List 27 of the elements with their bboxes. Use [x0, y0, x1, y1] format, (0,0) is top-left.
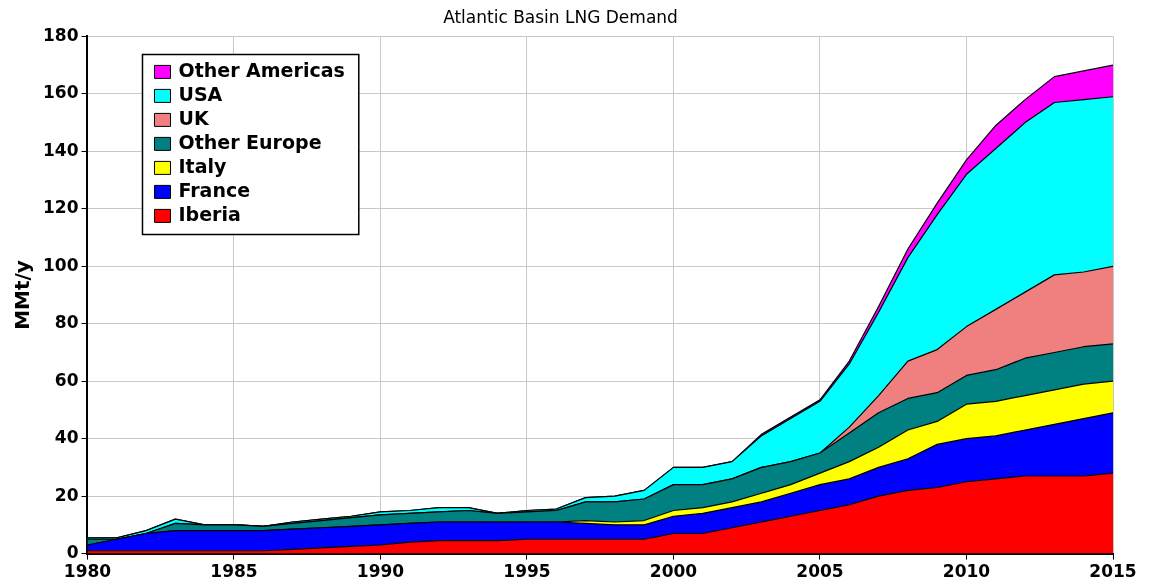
y-tick-label: 0 [66, 542, 79, 563]
y-axis-title: MMt/y [10, 260, 35, 330]
x-tick-label: 1990 [356, 561, 405, 582]
x-tick-label: 2005 [796, 561, 844, 582]
x-tick-label: 2015 [1089, 561, 1137, 582]
x-tick-label: 2000 [649, 561, 698, 582]
y-tick-label: 80 [54, 312, 79, 333]
legend-label: Italy [178, 155, 227, 178]
legend-label: Other Europe [178, 131, 322, 154]
y-tick-label: 40 [54, 427, 79, 448]
y-tick-label: 140 [42, 139, 79, 160]
y-tick-label: 120 [42, 197, 79, 218]
legend-label: Iberia [178, 203, 241, 226]
chart-title: Atlantic Basin LNG Demand [443, 6, 678, 27]
x-tick-label: 1980 [63, 561, 112, 582]
legend-label: France [178, 179, 251, 202]
legend-label: Other Americas [178, 59, 345, 82]
y-tick-label: 100 [42, 254, 79, 275]
y-tick-label: 160 [42, 82, 79, 103]
legend-label: USA [178, 83, 223, 106]
x-tick-label: 2010 [942, 561, 991, 582]
legend-label: UK [178, 107, 210, 130]
y-tick-label: 60 [54, 369, 79, 390]
y-tick-label: 180 [42, 24, 79, 45]
y-tick-label: 20 [54, 484, 79, 505]
x-tick-label: 1995 [503, 561, 551, 582]
x-tick-label: 1985 [210, 561, 258, 582]
